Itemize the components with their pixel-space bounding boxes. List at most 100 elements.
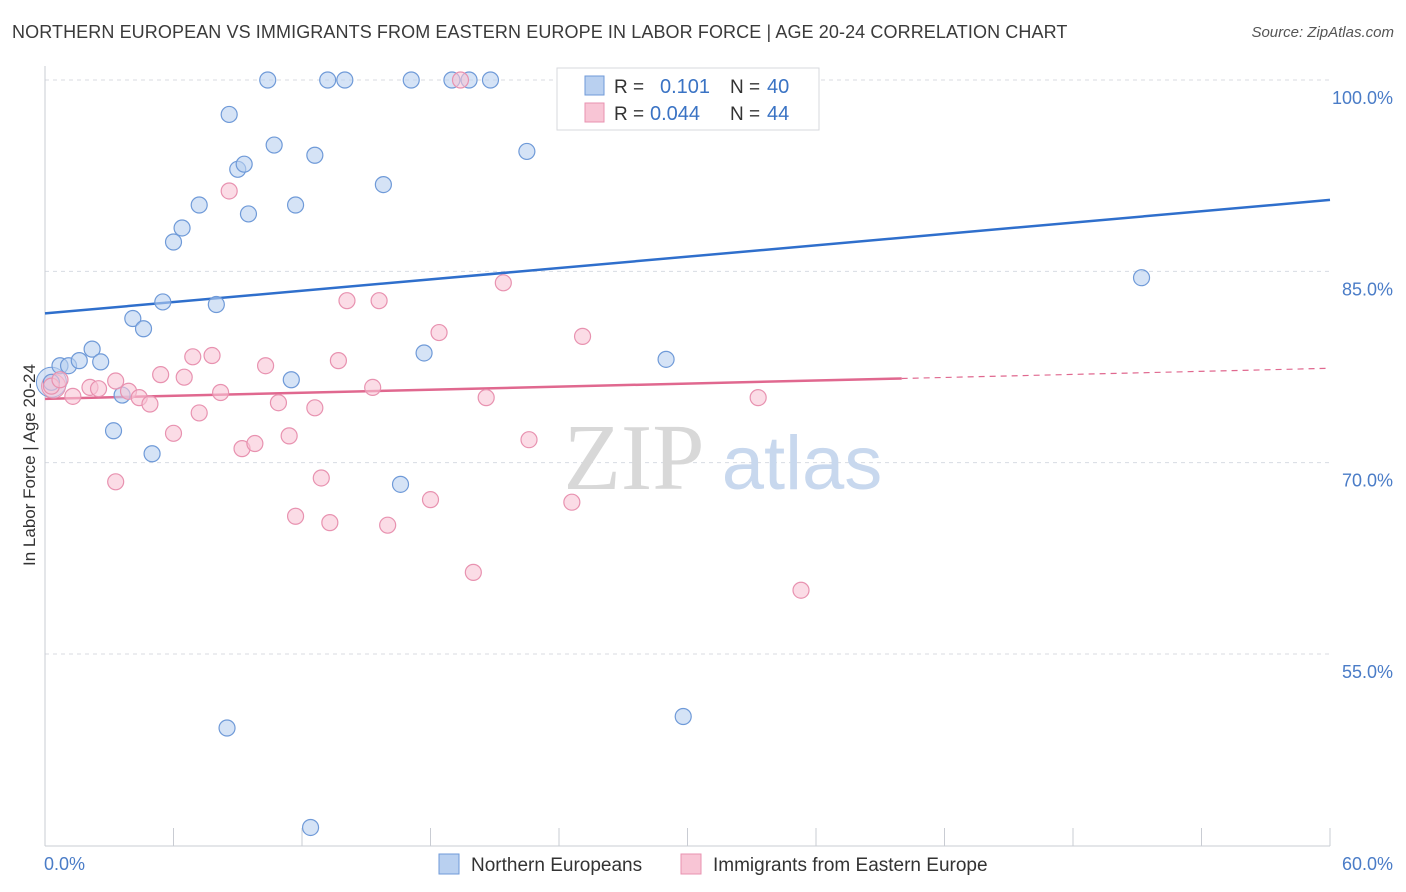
point-blue-5 — [92, 353, 110, 371]
point-pink-12 — [175, 368, 193, 386]
y-tick-labels: 55.0% 70.0% 85.0% 100.0% — [1332, 88, 1393, 682]
point-pink-19 — [246, 434, 264, 453]
legend-swatch-pink — [584, 102, 605, 123]
point-pink-26 — [321, 514, 339, 532]
point-blue-16 — [218, 719, 236, 737]
y-tick-label-3: 100.0% — [1332, 88, 1393, 108]
series-label-immigrants-eastern-europe: Immigrants from Eastern Europe — [713, 855, 988, 876]
trend-line-blue — [44, 198, 1331, 315]
correlation-legend: R = 0.101 N = 40 R = 0.044 N = 44 — [556, 67, 820, 131]
y-tick-label-2: 85.0% — [1342, 279, 1393, 299]
point-blue-9 — [134, 320, 153, 338]
x-tick-label-0: 0.0% — [44, 854, 85, 874]
y-tick-label-0: 55.0% — [1342, 662, 1393, 682]
point-pink-27 — [329, 352, 348, 370]
point-pink-32 — [421, 491, 440, 509]
x-tick-labels: 0.0% 60.0% — [44, 854, 1393, 874]
point-pink-20 — [256, 357, 275, 375]
y-axis-label: In Labor Force | Age 20-24 — [20, 364, 39, 566]
chart-title: NORTHERN EUROPEAN VS IMMIGRANTS FROM EAS… — [12, 22, 1068, 42]
point-pink-11 — [164, 424, 183, 442]
legend-n-label-blue: N = — [730, 77, 760, 98]
data-points — [35, 71, 1151, 837]
point-pink-37 — [494, 274, 512, 292]
point-pink-28 — [338, 292, 356, 310]
point-blue-17 — [220, 105, 238, 124]
legend-r-value-pink: 0.044 — [650, 103, 700, 125]
point-pink-21 — [269, 394, 288, 412]
point-blue-38 — [674, 707, 692, 726]
point-blue-4 — [83, 340, 101, 358]
point-pink-23 — [286, 507, 305, 525]
point-blue-37 — [657, 350, 675, 368]
point-pink-34 — [451, 71, 470, 89]
point-blue-39 — [1132, 269, 1151, 287]
point-pink-4 — [89, 380, 108, 398]
point-pink-30 — [370, 292, 388, 310]
point-blue-31 — [402, 71, 420, 89]
point-pink-33 — [430, 323, 448, 342]
point-pink-24 — [306, 399, 324, 417]
point-pink-9 — [141, 395, 159, 413]
point-blue-15 — [207, 295, 225, 314]
point-pink-13 — [184, 348, 202, 366]
point-blue-19 — [235, 155, 253, 173]
legend-swatch-blue — [584, 75, 605, 96]
point-blue-8 — [124, 309, 142, 328]
point-pink-31 — [379, 516, 397, 534]
point-blue-32 — [415, 344, 433, 362]
point-blue-29 — [374, 175, 392, 194]
point-pink-14 — [190, 404, 208, 422]
point-pink-17 — [220, 182, 238, 200]
trend-lines — [44, 198, 1331, 401]
point-blue-10 — [143, 445, 161, 463]
series-swatch-northern-europeans — [438, 853, 460, 875]
watermark-atlas: atlas — [722, 421, 883, 506]
legend-n-value-pink: 44 — [767, 103, 789, 125]
point-blue-21 — [259, 71, 277, 89]
point-pink-1 — [51, 371, 69, 389]
source-label: Source: ZipAtlas.com — [1251, 24, 1394, 41]
point-pink-6 — [107, 473, 125, 491]
watermark-zip: ZIP — [564, 406, 705, 510]
point-blue-35 — [481, 71, 500, 89]
point-pink-10 — [152, 366, 170, 384]
point-blue-14 — [190, 196, 208, 214]
point-blue-12 — [164, 233, 183, 251]
axes — [44, 66, 1331, 847]
point-pink-35 — [464, 563, 482, 581]
point-blue-3 — [70, 352, 88, 370]
point-pink-42 — [749, 389, 767, 407]
point-pink-29 — [364, 378, 382, 397]
point-blue-23 — [282, 371, 300, 389]
trend-line-pink — [44, 377, 902, 401]
point-pink-16 — [212, 383, 230, 402]
point-pink-40 — [573, 327, 592, 345]
point-pink-2 — [64, 387, 82, 405]
y-tick-label-1: 70.0% — [1342, 471, 1393, 491]
legend-n-value-blue: 40 — [767, 76, 789, 98]
point-blue-20 — [239, 205, 258, 223]
point-pink-25 — [312, 469, 330, 487]
series-swatch-immigrants-eastern-europe — [680, 853, 702, 875]
trend-line-extension-pink — [901, 367, 1331, 380]
point-pink-5 — [107, 372, 125, 390]
legend-r-label-blue: R = — [614, 77, 644, 98]
point-pink-38 — [520, 431, 538, 449]
point-pink-43 — [792, 581, 810, 599]
point-blue-24 — [286, 196, 305, 214]
series-legend: Northern Europeans Immigrants from Easte… — [438, 853, 988, 876]
x-tick-label-1: 60.0% — [1342, 854, 1393, 874]
point-blue-30 — [391, 475, 410, 493]
legend-r-label-pink: R = — [614, 104, 644, 125]
point-blue-25 — [301, 818, 320, 837]
legend-n-label-pink: N = — [730, 104, 760, 125]
point-blue-6 — [104, 422, 123, 440]
point-blue-28 — [336, 71, 354, 89]
series-label-northern-europeans: Northern Europeans — [471, 855, 642, 876]
point-blue-13 — [173, 219, 191, 237]
point-pink-15 — [203, 346, 221, 365]
point-blue-36 — [518, 142, 536, 161]
point-blue-26 — [306, 146, 324, 164]
